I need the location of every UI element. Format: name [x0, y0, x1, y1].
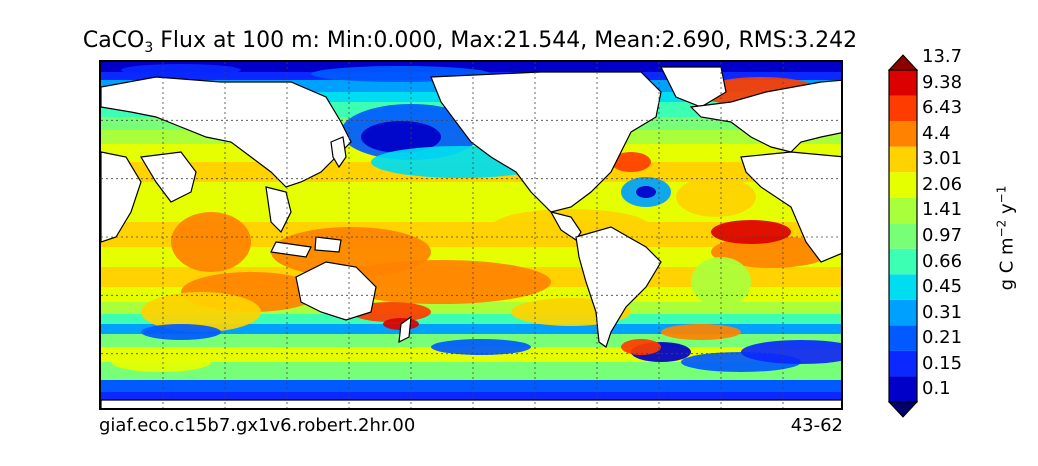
flux-feature: [661, 324, 741, 340]
flux-feature: [141, 324, 221, 340]
landmass: [295, 261, 377, 321]
landmass: [270, 241, 312, 258]
landmass: [140, 151, 197, 203]
colorbar-swatch: [889, 172, 917, 198]
colorbar-tick-labels: 0.1 0.15 0.21 0.31 0.45 0.66 0.97 1.41 2.06 3.01 4…: [922, 48, 992, 418]
colorbar-unit-label: g C m−2 y−1: [995, 186, 1018, 291]
colorbar: [888, 54, 918, 418]
colorbar-tick-label: 13.7: [922, 46, 963, 68]
flux-feature: [621, 339, 661, 355]
colorbar-tick-label: 9.38: [922, 71, 963, 93]
colorbar-swatch: [889, 274, 917, 300]
colorbar-tick-label: 4.4: [922, 122, 951, 144]
flux-feature: [141, 292, 261, 332]
colorbar-tick-label: 1.41: [922, 199, 963, 221]
colorbar-swatch: [889, 299, 917, 326]
landmass: [314, 236, 342, 253]
landmass: [265, 186, 292, 234]
colorbar-tick-label: 0.97: [922, 225, 963, 246]
flux-band: [101, 314, 841, 324]
landmass: [101, 151, 142, 243]
flux-feature: [111, 352, 211, 372]
flux-feature: [271, 227, 431, 277]
flux-band: [101, 380, 841, 392]
flux-feature: [171, 212, 251, 272]
landmass: [101, 76, 352, 188]
colorbar-tick-label: 6.43: [922, 97, 963, 119]
colorbar-swatch: [889, 325, 917, 351]
flux-band: [101, 392, 841, 402]
flux-feature: [636, 186, 656, 198]
colorbar-tick-label: 0.21: [922, 327, 963, 349]
colorbar-swatch: [889, 121, 917, 147]
landmass: [660, 66, 727, 108]
map-plot-area: [101, 62, 841, 408]
ocean-flux-map: [99, 60, 843, 410]
flux-feature: [361, 121, 441, 153]
unit-exp2: −1: [994, 185, 1009, 204]
years-label: 43-62: [790, 415, 843, 436]
flux-feature: [711, 236, 831, 268]
colorbar-tick-label: 2.06: [922, 173, 963, 195]
colorbar-swatch: [889, 95, 917, 122]
colorbar-swatch: [889, 223, 917, 249]
colorbar-swatch: [889, 376, 917, 402]
colorbar-tick-label: 0.66: [922, 250, 963, 272]
colorbar-extend-max: [888, 54, 918, 71]
flux-feature: [611, 152, 651, 172]
unit-base: g C m: [996, 237, 1018, 291]
flux-feature: [676, 177, 756, 217]
landmass: [430, 71, 662, 213]
flux-feature: [711, 220, 791, 244]
colorbar-swatch: [889, 350, 917, 377]
flux-band: [101, 362, 841, 380]
colorbar-tick-label: 0.1: [922, 378, 951, 400]
unit-exp1: −2: [994, 219, 1009, 238]
colorbar-swatch: [889, 146, 917, 173]
colorbar-tick-label: 0.45: [922, 276, 963, 298]
landmass: [330, 136, 347, 169]
flux-feature: [121, 64, 241, 76]
colorbar-swatch: [889, 248, 917, 275]
flux-band: [101, 324, 841, 334]
flux-feature: [431, 339, 531, 355]
colorbar-swatch: [889, 70, 917, 96]
unit-mid: y: [996, 203, 1018, 220]
colorbar-extend-min: [888, 401, 918, 418]
landmass: [740, 151, 841, 263]
colorbar-tick-label: 3.01: [922, 148, 963, 170]
colorbar-tick-label: 0.15: [922, 352, 963, 374]
colorbar-swatch: [889, 197, 917, 224]
case-name-label: giaf.eco.c15b7.gx1v6.robert.2hr.00: [99, 415, 416, 436]
title-prefix: CaCO: [82, 28, 145, 53]
colorbar-tick-label: 0.31: [922, 301, 963, 323]
flux-feature: [741, 340, 841, 364]
title-subscript: 3: [144, 40, 154, 56]
landmass: [398, 315, 412, 344]
chart-title: CaCO3 Flux at 100 m: Min:0.000, Max:21.5…: [0, 28, 940, 56]
flux-band: [101, 62, 841, 72]
landmass: [689, 79, 841, 153]
landmass: [101, 399, 841, 408]
title-rest: Flux at 100 m: Min:0.000, Max:21.544, Me…: [153, 28, 858, 53]
